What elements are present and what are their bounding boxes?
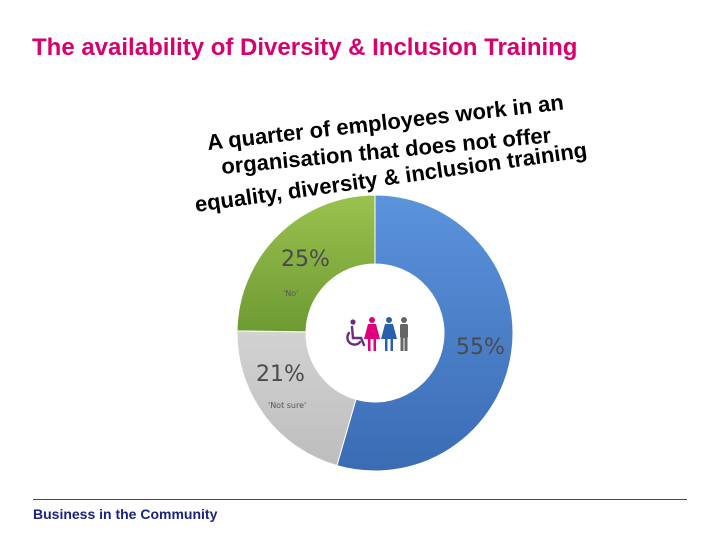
woman-icon — [381, 317, 397, 351]
wheelchair-user-icon — [346, 319, 366, 347]
footer-divider — [33, 499, 687, 500]
woman-icon — [364, 317, 380, 351]
slice-percent-label: 55% — [456, 335, 505, 360]
slice-percent-label: 21% — [256, 362, 305, 387]
slice-category-label: 'No' — [283, 289, 298, 298]
slice-category-label: 'Not sure' — [268, 401, 306, 410]
man-icon — [400, 317, 408, 351]
center-icon-group — [346, 317, 408, 351]
footer-organisation: Business in the Community — [33, 506, 218, 522]
slice-percent-label: 25% — [281, 247, 330, 272]
slide-title: The availability of Diversity & Inclusio… — [32, 34, 578, 61]
